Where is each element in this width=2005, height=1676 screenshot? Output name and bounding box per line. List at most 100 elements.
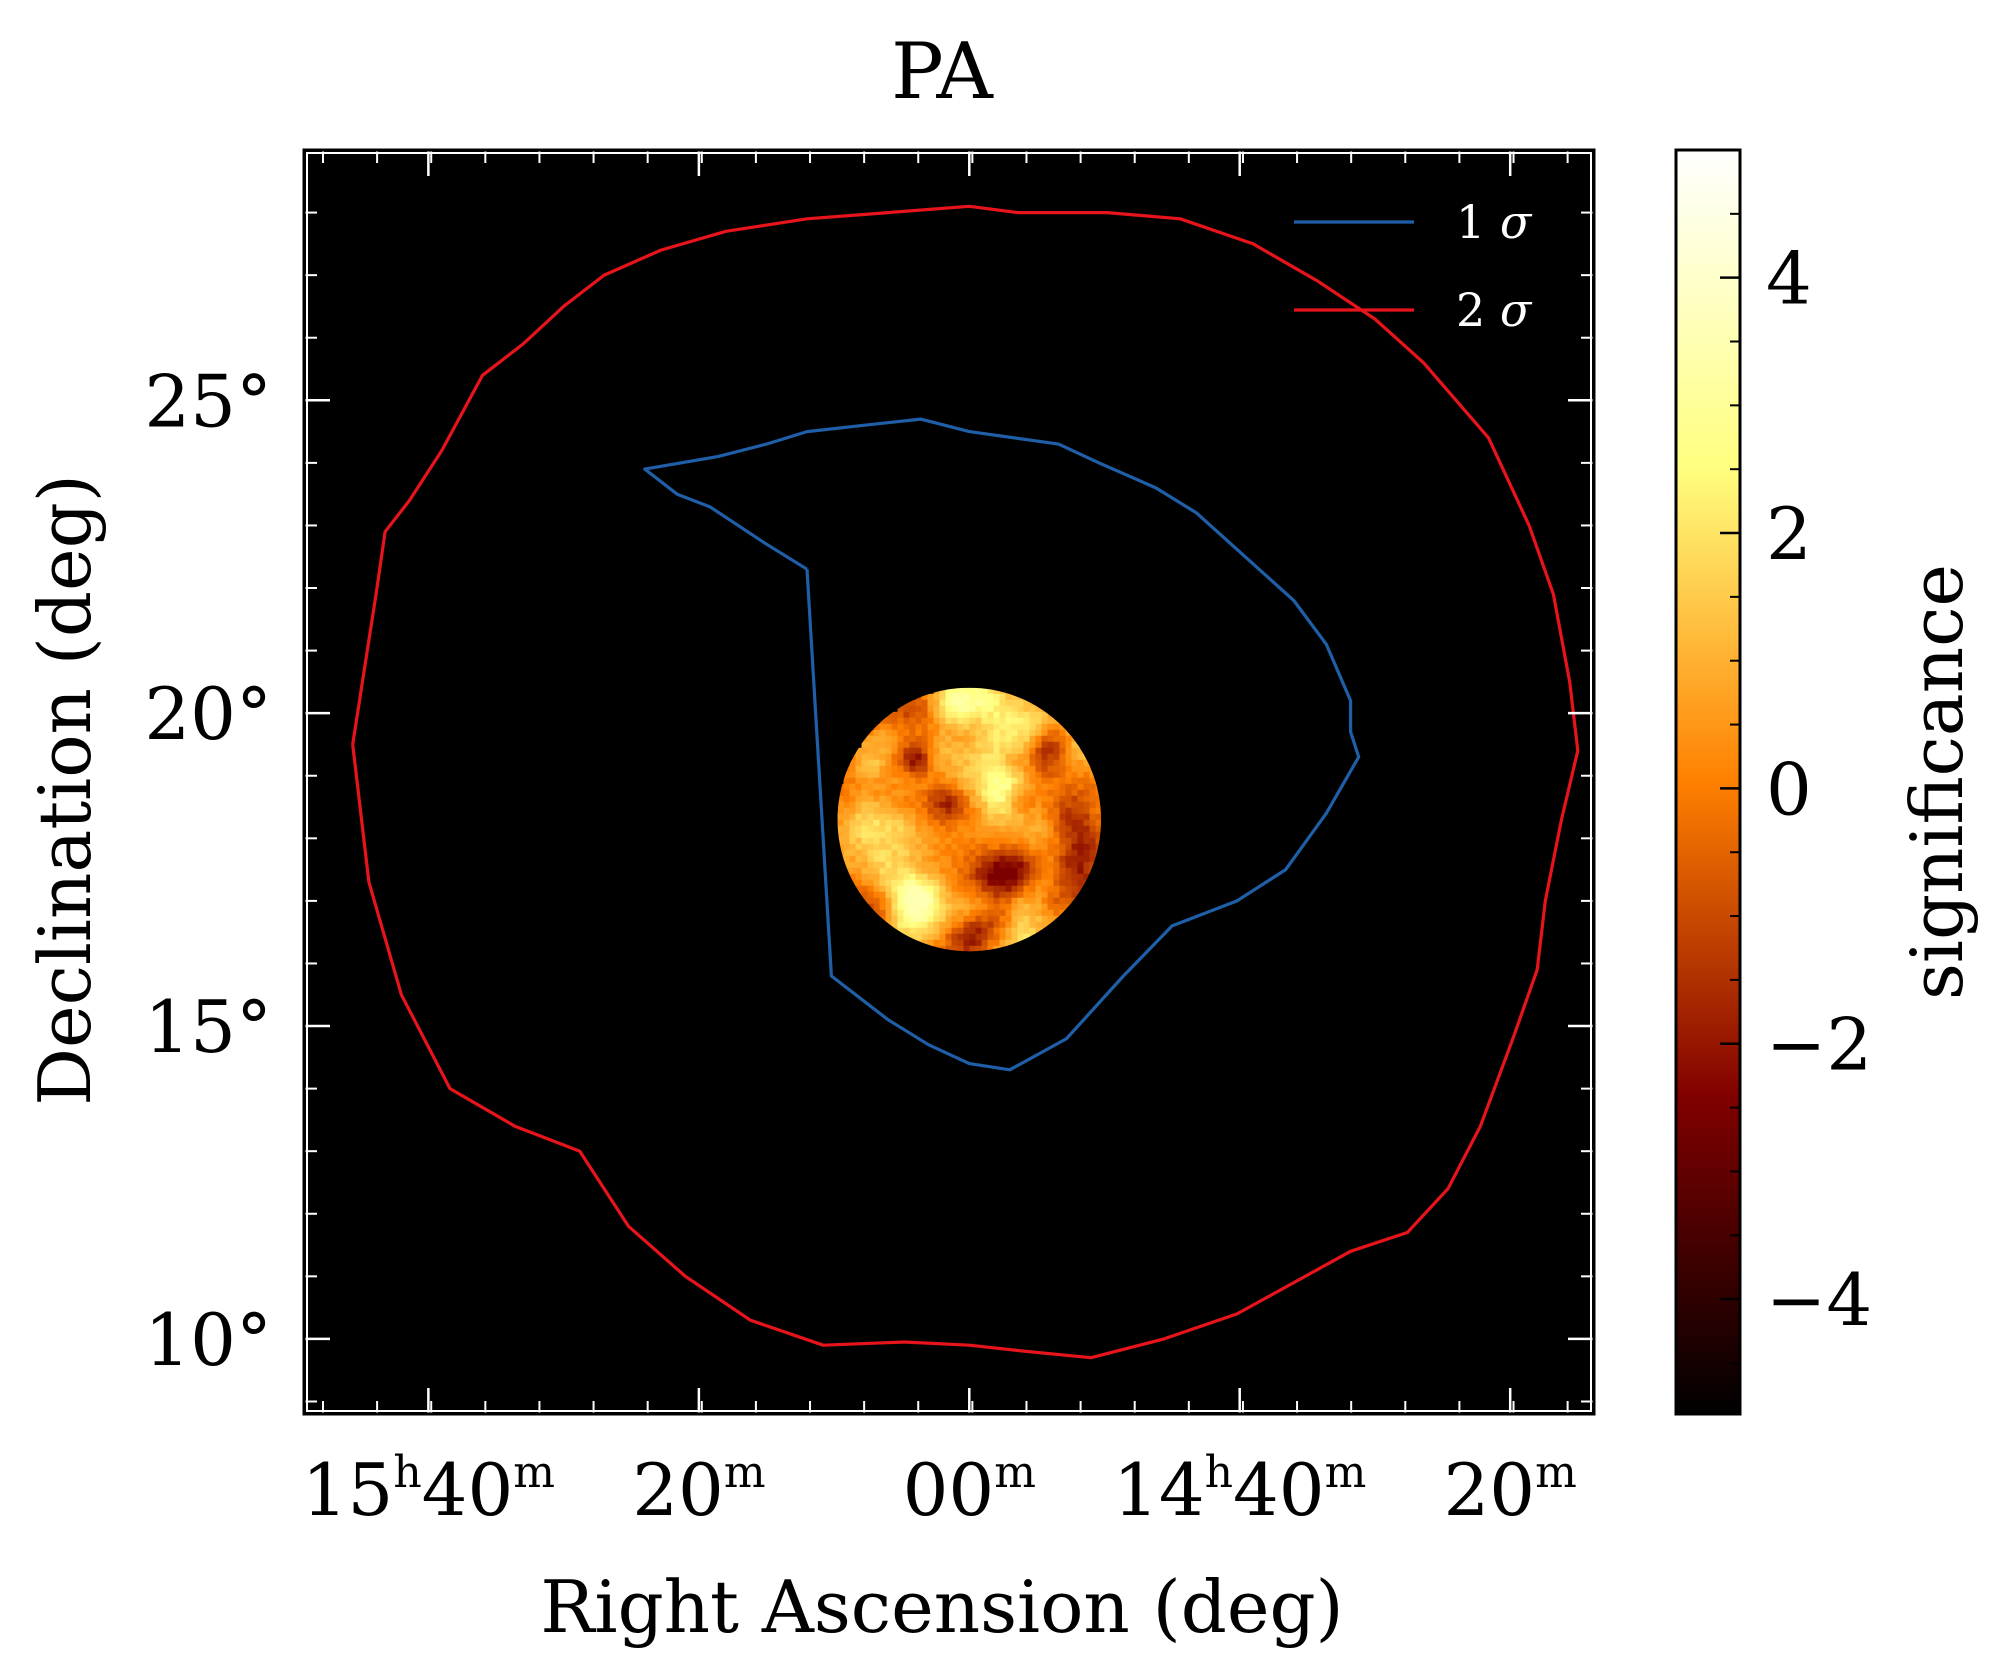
map-pixel xyxy=(915,831,923,839)
map-pixel xyxy=(999,873,1007,881)
map-pixel xyxy=(861,759,869,767)
map-pixel xyxy=(855,831,863,839)
map-pixel xyxy=(1011,735,1019,743)
map-pixel xyxy=(1077,873,1085,881)
map-pixel xyxy=(903,807,911,815)
x-tick-labels: 15h40m 20m 00m 14h40m 20m xyxy=(302,1447,1577,1532)
map-pixel xyxy=(1011,813,1019,821)
map-pixel xyxy=(1023,873,1031,881)
map-pixel xyxy=(885,747,893,755)
map-pixel xyxy=(1059,837,1067,845)
map-pixel xyxy=(903,813,911,821)
map-pixel xyxy=(945,789,953,797)
map-pixel xyxy=(867,813,875,821)
map-pixel xyxy=(885,873,893,881)
map-pixel xyxy=(903,837,911,845)
map-pixel xyxy=(849,783,857,791)
map-pixel xyxy=(903,753,911,761)
map-pixel xyxy=(909,927,917,935)
map-pixel xyxy=(879,867,887,875)
map-pixel xyxy=(975,813,983,821)
legend-level: 2 xyxy=(1456,283,1500,337)
map-pixel xyxy=(975,825,983,833)
map-pixel xyxy=(1047,717,1055,725)
map-pixel xyxy=(1035,909,1043,917)
map-pixel xyxy=(1005,705,1013,713)
map-pixel xyxy=(927,927,935,935)
map-pixel xyxy=(1083,825,1091,833)
map-pixel xyxy=(1023,933,1031,941)
map-pixel xyxy=(999,741,1007,749)
map-pixel xyxy=(945,777,953,785)
map-pixel xyxy=(957,879,965,887)
map-pixel xyxy=(993,867,1001,875)
map-pixel xyxy=(933,705,941,713)
map-pixel xyxy=(921,807,929,815)
map-pixel xyxy=(1047,753,1055,761)
map-pixel xyxy=(981,759,989,767)
map-pixel xyxy=(921,915,929,923)
map-pixel xyxy=(987,879,995,887)
map-pixel xyxy=(921,699,929,707)
map-pixel xyxy=(993,855,1001,863)
map-pixel xyxy=(933,741,941,749)
map-pixel xyxy=(1077,759,1085,767)
map-pixel xyxy=(1089,849,1097,857)
map-pixel xyxy=(1017,705,1025,713)
map-pixel xyxy=(927,831,935,839)
map-pixel xyxy=(891,915,899,923)
map-pixel xyxy=(909,855,917,863)
map-pixel xyxy=(951,693,959,701)
map-pixel xyxy=(1083,873,1091,881)
map-pixel xyxy=(975,753,983,761)
map-pixel xyxy=(1047,795,1055,803)
map-pixel xyxy=(969,771,977,779)
map-pixel xyxy=(897,789,905,797)
map-pixel xyxy=(927,783,935,791)
map-pixel xyxy=(927,723,935,731)
map-pixel xyxy=(933,921,941,929)
map-pixel xyxy=(1029,915,1037,923)
map-pixel xyxy=(855,879,863,887)
map-pixel xyxy=(915,927,923,935)
map-pixel xyxy=(915,813,923,821)
map-pixel xyxy=(939,699,947,707)
map-pixel xyxy=(1089,801,1097,809)
map-pixel xyxy=(1059,843,1067,851)
map-pixel xyxy=(945,723,953,731)
map-pixel xyxy=(1053,741,1061,749)
map-pixel xyxy=(1005,879,1013,887)
map-pixel xyxy=(861,825,869,833)
map-pixel xyxy=(1065,837,1073,845)
map-pixel xyxy=(963,699,971,707)
map-pixel xyxy=(1053,819,1061,827)
map-pixel xyxy=(915,741,923,749)
map-pixel xyxy=(927,789,935,797)
map-pixel xyxy=(963,825,971,833)
map-pixel xyxy=(957,903,965,911)
map-pixel xyxy=(993,813,1001,821)
map-pixel xyxy=(939,867,947,875)
map-pixel xyxy=(909,711,917,719)
map-pixel xyxy=(963,789,971,797)
map-pixel xyxy=(1071,747,1079,755)
map-pixel xyxy=(933,777,941,785)
map-pixel xyxy=(861,873,869,881)
map-pixel xyxy=(1047,807,1055,815)
map-pixel xyxy=(945,909,953,917)
map-pixel xyxy=(837,789,845,797)
map-pixel xyxy=(1047,789,1055,797)
map-pixel xyxy=(1065,879,1073,887)
map-pixel xyxy=(843,789,851,797)
map-pixel xyxy=(1035,873,1043,881)
map-pixel xyxy=(1053,825,1061,833)
map-pixel xyxy=(861,783,869,791)
colorbar-tick-labels: 420−2−4 xyxy=(1766,237,1872,1342)
map-pixel xyxy=(963,765,971,773)
map-pixel xyxy=(843,813,851,821)
map-pixel xyxy=(855,885,863,893)
map-pixel xyxy=(903,915,911,923)
map-pixel xyxy=(1071,825,1079,833)
map-pixel xyxy=(849,831,857,839)
map-pixel xyxy=(981,807,989,815)
